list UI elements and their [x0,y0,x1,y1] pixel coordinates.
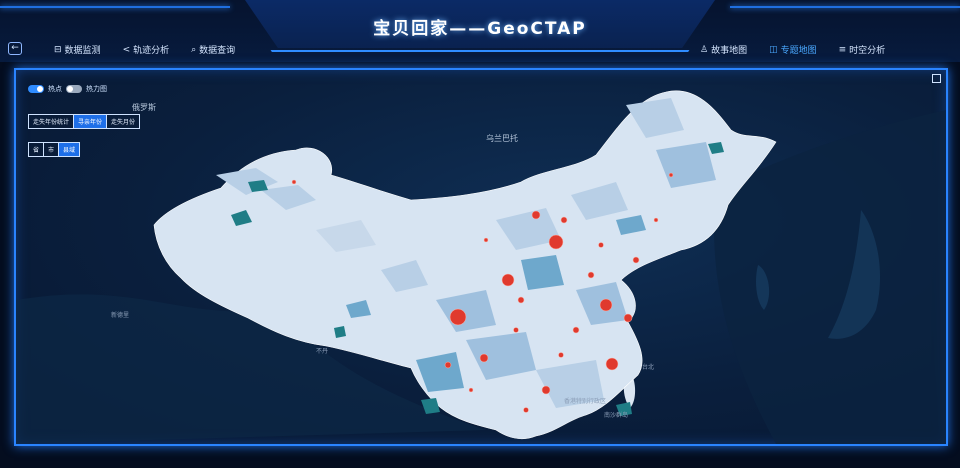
back-button[interactable]: ← [8,42,22,55]
hotspot[interactable] [653,217,659,223]
map-label-hongkong: 香港特别行政区 [564,398,607,405]
map-label-ulaanbaatar: 乌兰巴托 [486,134,518,143]
back-icon: ← [11,43,19,53]
time-mode-group: 走失年份统计 寻亲年份 走失月份 [28,114,141,129]
map-label-russia: 俄罗斯 [132,103,156,112]
level-group: 省 市 县域 [28,142,81,157]
hotspot[interactable] [444,361,452,369]
hotspot[interactable] [513,327,519,333]
nav-item-data-monitor[interactable]: ⊟ 数据监测 [54,43,101,57]
nav-item-data-query[interactable]: ⌕ 数据查询 [191,43,236,57]
map-icon: ◫ [769,44,778,55]
hotspot[interactable] [598,242,604,248]
nav-right: ♙ 故事地图 ◫ 专题地图 ≡ 时空分析 [700,43,886,57]
map-label-newdelhi: 新德里 [111,312,130,319]
nav-item-label: 故事地图 [711,46,748,56]
map-label-bhutan: 不丹 [316,348,329,355]
heatmap-toggle[interactable] [66,85,82,93]
header-deco-left [0,6,230,8]
hotspot[interactable] [479,353,489,363]
hotspot[interactable] [531,210,541,220]
header-deco-right [730,6,960,8]
title-plate-edge [238,0,722,52]
level-option-county[interactable]: 县域 [59,143,80,156]
hotspot[interactable] [623,313,633,323]
hotspot[interactable] [560,216,568,224]
hotspot[interactable] [587,271,595,279]
nav-item-story-map[interactable]: ♙ 故事地图 [700,43,748,57]
hotspot[interactable] [541,385,551,395]
hotspot[interactable] [468,387,474,393]
hotspot[interactable] [632,256,640,264]
nav-item-label: 数据查询 [199,46,236,56]
fullscreen-button[interactable] [932,74,941,83]
time-mode-option[interactable]: 走失月份 [111,119,136,126]
share-icon: < [122,44,131,55]
level-option-province[interactable]: 省 [29,143,45,156]
nav-item-label: 时空分析 [849,46,886,56]
china-map[interactable] [16,70,946,444]
hotspot[interactable] [605,357,619,371]
map-label-nansha: 南沙群岛 [604,412,629,419]
hotspot[interactable] [501,273,515,287]
nav-item-label: 数据监测 [64,46,101,56]
hotspot[interactable] [517,296,525,304]
hotspot[interactable] [291,179,297,185]
hotspot[interactable] [483,237,489,243]
map-panel: 俄罗斯 乌兰巴托 台北 香港特别行政区 南沙群岛 新德里 不丹 热点 热力图 走… [14,68,948,446]
map-label-taipei: 台北 [642,364,655,371]
hotspot-toggle[interactable] [28,85,44,93]
app-header: 宝贝回家——GeoCTAP ← ⊟ 数据监测 < 轨迹分析 ⌕ 数据查询 ♙ 故… [0,0,960,62]
level-option-city[interactable]: 市 [44,143,60,156]
hotspot-layer [291,172,674,413]
hotspot-toggle-label: 热点 [48,85,62,93]
nav-item-label: 专题地图 [780,46,817,56]
title-plate [245,0,715,48]
list-icon: ≡ [838,44,847,55]
time-mode-option[interactable]: 走失年份统计 [29,115,75,128]
nav-item-spatiotemporal[interactable]: ≡ 时空分析 [838,43,886,57]
nav-item-trajectory[interactable]: < 轨迹分析 [122,43,170,57]
nav-item-thematic-map[interactable]: ◫ 专题地图 [769,43,817,57]
hotspot[interactable] [523,407,529,413]
hotspot[interactable] [558,352,564,358]
hotspot[interactable] [449,308,467,326]
nav-left: ⊟ 数据监测 < 轨迹分析 ⌕ 数据查询 [54,43,236,57]
hotspot[interactable] [668,172,674,178]
app-title: 宝贝回家——GeoCTAP [373,19,587,39]
time-mode-option-selected[interactable]: 寻亲年份 [74,115,108,128]
hotspot[interactable] [548,234,564,250]
china-outline [153,90,777,440]
search-icon: ⌕ [191,44,197,55]
users-icon: ♙ [700,44,709,55]
choropleth-regions [216,98,724,416]
nav-item-label: 轨迹分析 [133,46,170,56]
heatmap-toggle-label: 热力图 [86,85,107,93]
hotspot[interactable] [599,298,613,312]
hotspot[interactable] [572,326,580,334]
monitor-icon: ⊟ [54,44,62,55]
layer-toggles: 热点 热力图 [28,84,107,94]
